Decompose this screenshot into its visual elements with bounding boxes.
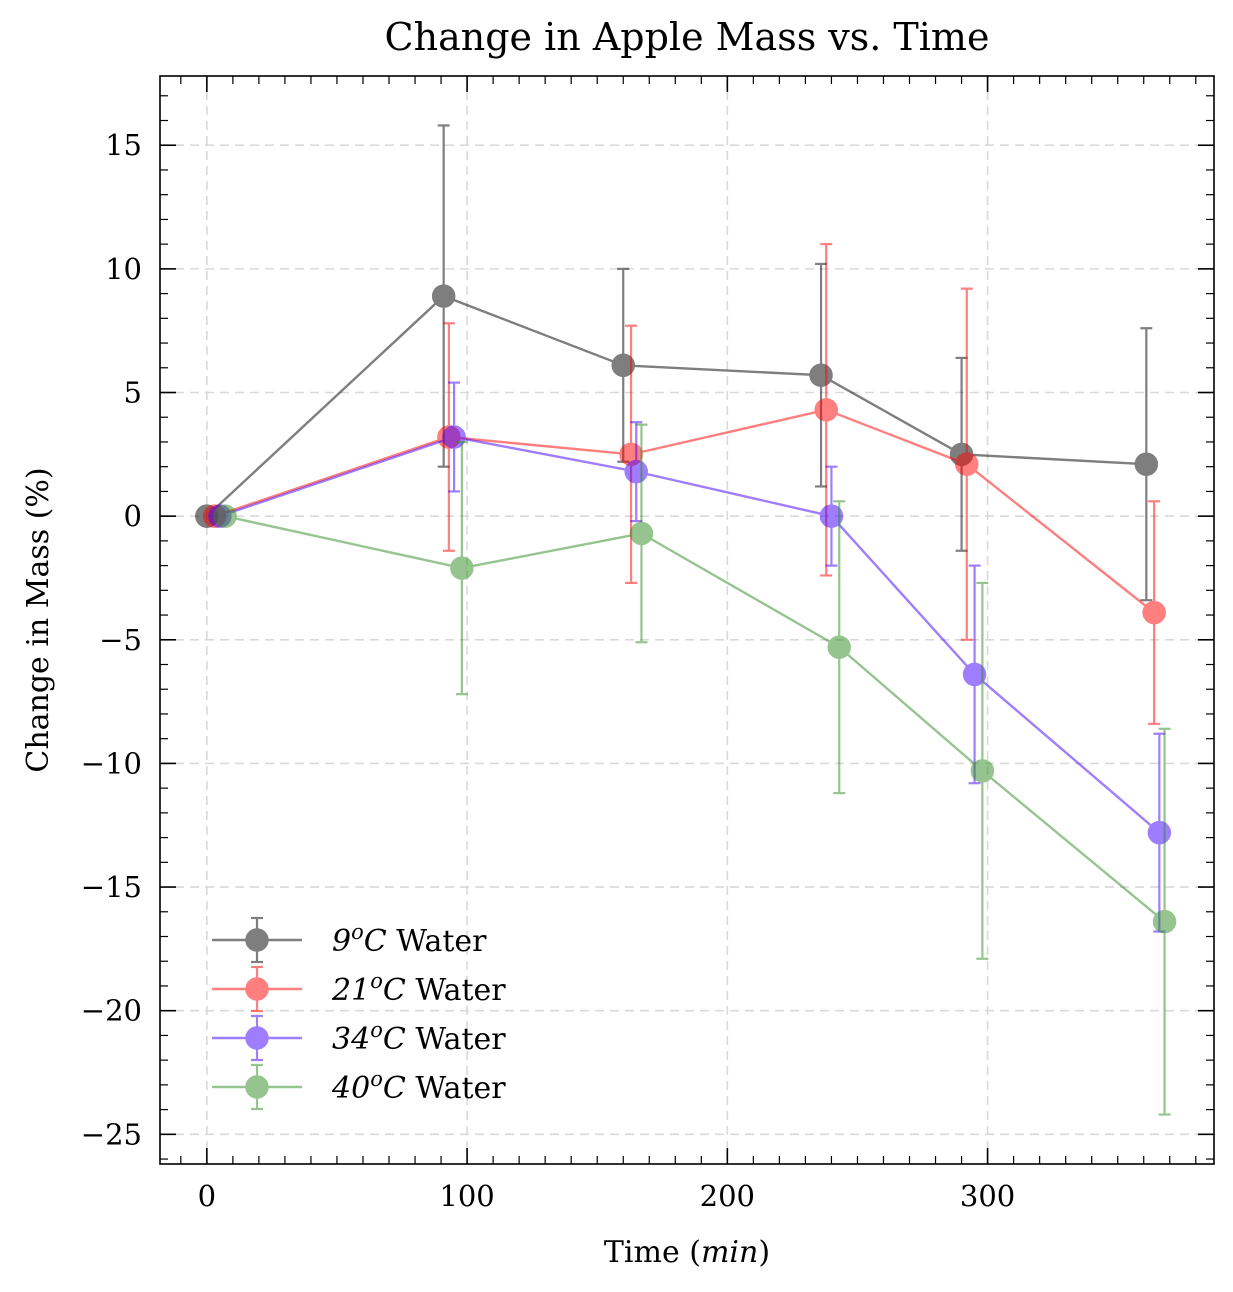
series-line (214, 408, 1155, 614)
data-point (819, 504, 844, 528)
data-point (629, 521, 654, 546)
x-tick-label: 0 (198, 1179, 216, 1213)
y-axis-label: Change in Mass (%) (21, 467, 56, 772)
legend-swatch (212, 1014, 302, 1062)
data-point (1134, 452, 1159, 476)
x-tick-label: 100 (439, 1179, 494, 1213)
x-axis-label: Time (min) (604, 1235, 770, 1270)
data-point (962, 662, 987, 687)
x-tick-label: 200 (700, 1179, 755, 1213)
y-tick-label: −25 (81, 1117, 142, 1151)
y-tick-label: 5 (124, 376, 142, 410)
y-tick-label: −10 (81, 746, 142, 780)
legend-swatch (212, 916, 302, 964)
data-point (1152, 909, 1177, 934)
tick-labels: 0 100 200 300 15 10 5 0 −5 −10 −15 −20 −25 (81, 128, 1015, 1213)
y-tick-label: 0 (124, 499, 142, 533)
legend-label: 40oC Water (331, 1067, 506, 1106)
plot-series (195, 124, 1177, 1116)
legend-marker (245, 977, 269, 1001)
data-point (431, 284, 456, 308)
series-line (219, 435, 1161, 834)
legend-item: 40oC Water (212, 1063, 506, 1111)
legend-marker (245, 1075, 269, 1099)
series-line (206, 294, 1147, 518)
plot-frame (159, 75, 1215, 1165)
y-tick-label: 15 (105, 128, 142, 162)
data-point (827, 635, 851, 659)
legend-label: 21oC Water (331, 969, 506, 1008)
data-point (611, 353, 635, 378)
data-point (1147, 820, 1172, 845)
series-1 (195, 124, 1159, 602)
y-tick-label: −20 (81, 994, 142, 1028)
grid (160, 76, 1214, 1164)
data-point (213, 504, 237, 528)
series-2 (202, 243, 1166, 725)
legend-item: 21oC Water (212, 965, 506, 1013)
series-line (224, 514, 1166, 923)
data-point (814, 398, 838, 422)
y-tick-label: 10 (105, 252, 142, 286)
legend-item: 9oC Water (212, 916, 487, 964)
data-point (809, 363, 833, 387)
data-point (450, 556, 474, 580)
legend-marker (245, 928, 269, 952)
series-3 (208, 381, 1172, 933)
legend-label: 9oC Water (332, 920, 487, 959)
y-tick-label: −15 (81, 870, 142, 904)
legend-label: 34oC Water (332, 1018, 506, 1057)
legend-swatch (212, 1063, 302, 1111)
data-point (970, 759, 995, 783)
legend-marker (245, 1026, 269, 1050)
legend-swatch (212, 965, 302, 1013)
legend-item: 34oC Water (212, 1014, 506, 1062)
axis-ticks (160, 76, 1214, 1164)
data-point (1142, 600, 1166, 625)
legend: 9oC Water 21oC Water 34oC Water 40oC Water (212, 916, 506, 1111)
y-tick-label: −5 (99, 623, 142, 657)
chart-title: Change in Apple Mass vs. Time (385, 15, 990, 59)
data-point (624, 459, 649, 484)
series-4 (213, 423, 1177, 1116)
x-tick-label: 300 (960, 1179, 1015, 1213)
data-point (955, 452, 979, 476)
